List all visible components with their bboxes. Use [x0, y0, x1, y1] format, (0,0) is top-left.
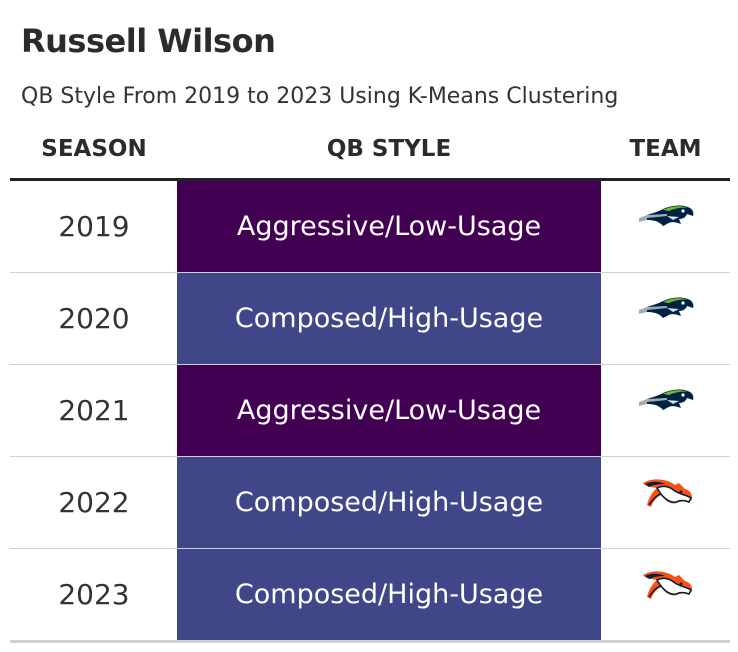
header-divider: [10, 178, 730, 181]
season-cell: 2023: [58, 578, 130, 611]
header-qb-style: QB STYLE: [326, 136, 452, 162]
qb-style-cell: Composed/High-Usage: [177, 549, 601, 640]
team-cell: [601, 273, 730, 364]
team-cell: [601, 457, 730, 548]
season-cell: 2020: [58, 302, 130, 335]
header-season: SEASON: [41, 136, 147, 162]
table-row: 2020 Composed/High-Usage: [10, 273, 730, 365]
table-row: 2021 Aggressive/Low-Usage: [10, 365, 730, 457]
team-cell: [601, 549, 730, 640]
team-cell: [601, 181, 730, 272]
team-cell: [601, 365, 730, 456]
qb-style-cell: Composed/High-Usage: [177, 457, 601, 548]
chart-subtitle: QB Style From 2019 to 2023 Using K-Means…: [21, 84, 619, 109]
header-team: TEAM: [629, 136, 702, 162]
season-cell: 2019: [58, 210, 130, 243]
table-row: 2022 Composed/High-Usage: [10, 457, 730, 549]
seahawks-logo-icon: [639, 205, 694, 226]
broncos-logo-icon: [643, 479, 693, 507]
season-cell: 2022: [58, 486, 130, 519]
seahawks-logo-icon: [639, 297, 694, 318]
qb-style-cell: Aggressive/Low-Usage: [177, 181, 601, 272]
table-header: SEASON QB STYLE TEAM: [10, 134, 730, 178]
season-cell: 2021: [58, 394, 130, 427]
seahawks-logo-icon: [639, 389, 694, 410]
qb-style-cell: Aggressive/Low-Usage: [177, 365, 601, 456]
table-row: 2019 Aggressive/Low-Usage: [10, 181, 730, 273]
qb-style-cell: Composed/High-Usage: [177, 273, 601, 364]
table-row: 2023 Composed/High-Usage: [10, 549, 730, 643]
chart-title: Russell Wilson: [21, 22, 276, 60]
broncos-logo-icon: [643, 571, 693, 599]
table-body: 2019 Aggressive/Low-Usage 2020 Composed/Hi…: [10, 181, 730, 643]
